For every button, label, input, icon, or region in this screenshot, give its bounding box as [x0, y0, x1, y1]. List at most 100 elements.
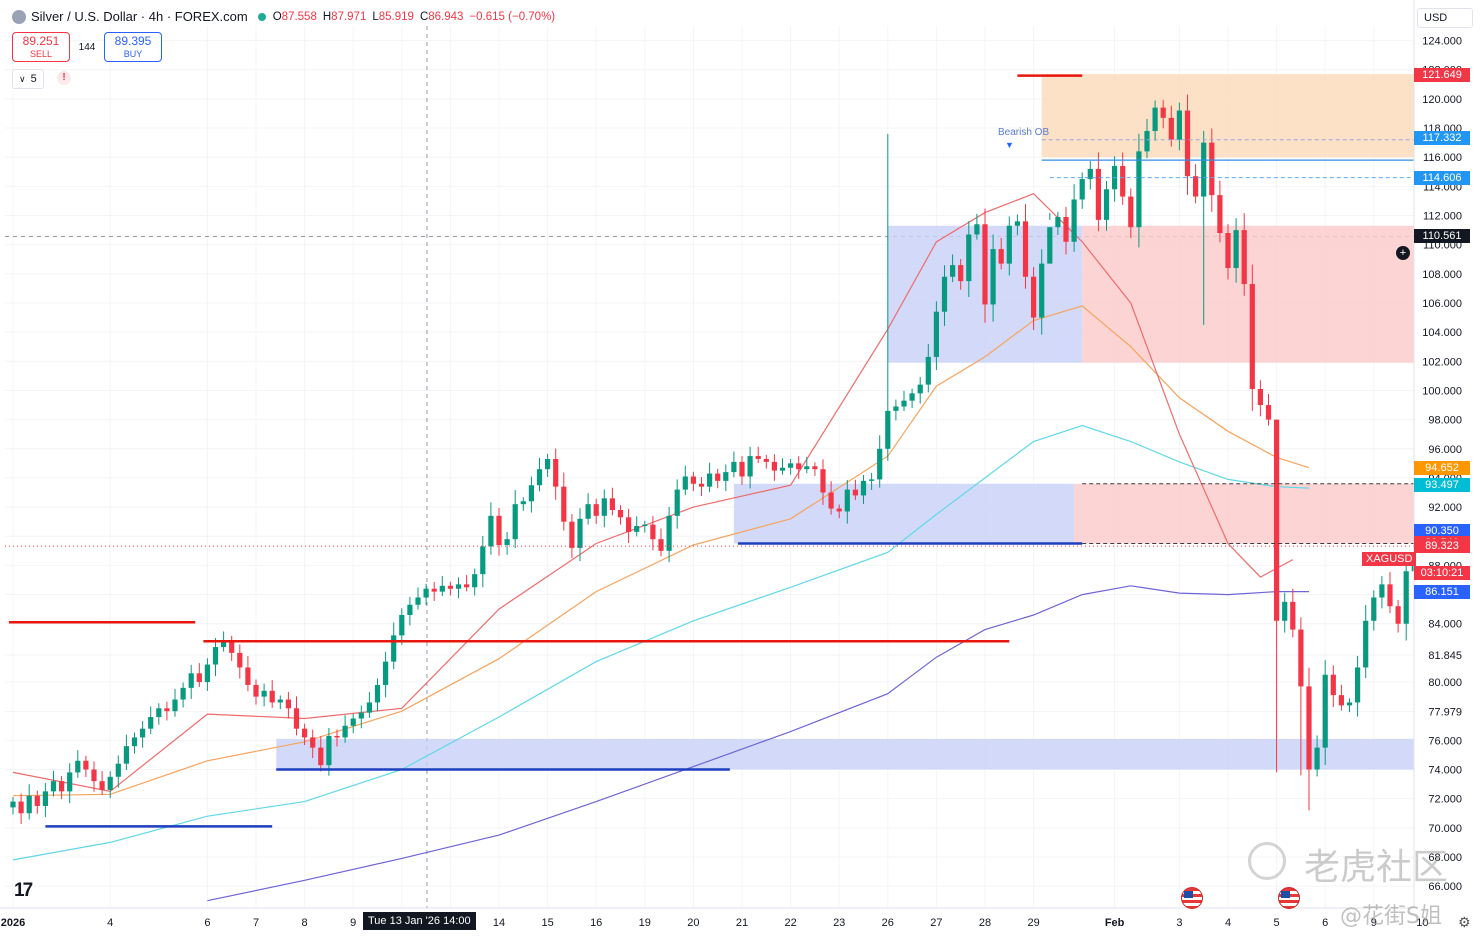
spread-value: 144 — [78, 41, 96, 53]
candle-down — [617, 510, 624, 518]
indicators-count: 5 — [30, 73, 37, 85]
candle-up — [1103, 189, 1110, 220]
open-label: O — [272, 10, 282, 23]
candle-up — [1006, 225, 1012, 264]
candle-up — [1014, 221, 1020, 226]
candle-down — [739, 461, 745, 477]
time-tick-label: 29 — [1027, 917, 1039, 929]
time-tick-label: 28 — [979, 917, 991, 929]
candle-up — [156, 708, 162, 718]
candle-down — [1241, 230, 1247, 285]
time-tick-label: 7 — [253, 917, 259, 929]
candle-up — [869, 479, 875, 481]
candle-down — [609, 498, 615, 511]
candle-down — [1274, 419, 1280, 621]
candle-down — [658, 539, 664, 551]
gear-icon[interactable]: ⚙ — [1458, 914, 1471, 930]
candle-up — [1047, 227, 1053, 264]
time-tick-label: 9 — [1371, 917, 1377, 929]
open-value: 87.558 — [281, 10, 317, 23]
countdown-label: 03:10:21 — [1414, 566, 1470, 580]
indicators-toggle[interactable]: ∨ 5 — [12, 69, 44, 89]
symbol-title[interactable]: Silver / U.S. Dollar · 4h · FOREX.com — [31, 9, 248, 24]
candle-up — [399, 614, 405, 636]
candle-up — [326, 735, 332, 766]
candle-down — [1022, 221, 1029, 277]
buy-button[interactable]: 89.395 BUY — [104, 32, 162, 62]
time-tick-label: 5 — [1274, 917, 1280, 929]
red-supply-zone-lower — [1074, 483, 1414, 544]
candle-up — [107, 776, 113, 790]
candle-down — [1306, 686, 1312, 770]
candle-up — [1379, 584, 1385, 598]
time-tick-label: 3 — [1176, 917, 1182, 929]
candle-up — [666, 515, 672, 551]
candle-up — [1152, 107, 1158, 131]
currency-select[interactable]: USD — [1417, 8, 1473, 28]
candle-up — [42, 791, 48, 806]
price-tick-label: 102.000 — [1422, 356, 1462, 368]
us-event-flag-icon[interactable] — [1181, 887, 1203, 909]
time-tick-label: 27 — [930, 917, 942, 929]
candle-down — [447, 585, 453, 589]
time-tick-label: 19 — [639, 917, 651, 929]
candle-up — [707, 473, 713, 487]
candle-up — [545, 458, 551, 470]
candle-up — [472, 574, 478, 588]
time-tick-label: 23 — [833, 917, 845, 929]
candle-up — [585, 504, 591, 519]
candle-up — [520, 501, 526, 505]
drawn-lines — [5, 74, 1414, 828]
candle-up — [974, 224, 980, 235]
candle-up — [682, 476, 688, 490]
time-tick-label: Feb — [1105, 917, 1125, 929]
candle-up — [26, 795, 32, 814]
price-level-label: 117.332 — [1414, 130, 1470, 145]
candle-up — [423, 588, 429, 598]
candle-down — [464, 584, 470, 588]
candle-down — [1249, 284, 1255, 390]
candle-up — [204, 664, 210, 683]
candle-down — [1168, 117, 1174, 140]
candle-down — [59, 781, 65, 792]
candle-down — [650, 524, 656, 540]
silver-icon — [12, 9, 26, 24]
candle-down — [1184, 110, 1191, 177]
market-status-icon — [257, 12, 266, 21]
us-event-flag-icon[interactable] — [1278, 887, 1300, 909]
time-tick-label: 14 — [493, 917, 505, 929]
candle-down — [245, 667, 251, 685]
price-tick-label: 77.979 — [1428, 706, 1462, 718]
price-level-label: 93.497 — [1414, 478, 1470, 493]
add-level-icon[interactable]: + — [1396, 246, 1410, 260]
candle-up — [350, 718, 356, 726]
candle-down — [334, 735, 340, 738]
chart-legend[interactable]: Silver / U.S. Dollar · 4h · FOREX.com O8… — [12, 9, 561, 24]
candle-down — [1265, 405, 1272, 420]
candle-up — [917, 384, 923, 394]
time-tick-label: 8 — [302, 917, 308, 929]
candle-down — [1225, 233, 1231, 269]
candle-up — [1201, 142, 1207, 197]
sell-button[interactable]: 89.251 SELL — [12, 32, 70, 62]
candle-down — [293, 708, 300, 729]
candle-up — [925, 356, 931, 385]
candle-down — [755, 456, 761, 459]
close-value: 86.943 — [428, 10, 464, 23]
buy-label: BUY — [123, 48, 143, 59]
bearish-ob-label: Bearish OB — [998, 127, 1050, 138]
candle-down — [18, 801, 24, 814]
candle-up — [941, 276, 948, 312]
candle-down — [229, 641, 235, 653]
time-tick-label: 10 — [1416, 917, 1428, 929]
tradingview-logo-icon[interactable]: 17 — [14, 880, 33, 901]
warning-icon[interactable]: ! — [57, 71, 71, 85]
candle-up — [261, 690, 267, 697]
candle-up — [950, 265, 956, 277]
candle-down — [1217, 195, 1223, 234]
candle-up — [577, 518, 583, 548]
candle-down — [553, 458, 559, 487]
price-tick-label: 80.000 — [1428, 677, 1462, 689]
candle-down — [1031, 276, 1037, 318]
